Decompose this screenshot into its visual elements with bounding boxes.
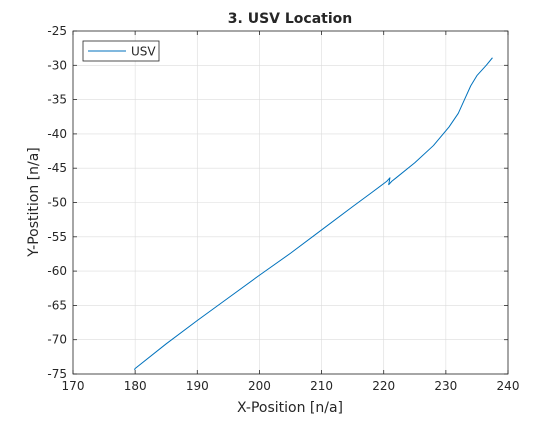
y-tick-label: -75 <box>47 367 67 381</box>
y-tick-label: -40 <box>47 127 67 141</box>
y-tick-label: -65 <box>47 298 67 312</box>
y-tick-label: -35 <box>47 93 67 107</box>
series-line-usv[interactable] <box>134 57 493 371</box>
chart-title: 3. USV Location <box>228 11 352 27</box>
x-axis-label: X-Position [n/a] <box>237 400 343 416</box>
x-tick-label: 180 <box>124 379 147 393</box>
x-tick-label: 210 <box>310 379 333 393</box>
x-tick-label: 200 <box>248 379 271 393</box>
series-layer <box>134 57 493 371</box>
x-tick-label: 220 <box>372 379 395 393</box>
y-axis-label: Y-Postition [n/a] <box>26 147 42 257</box>
axis-ticks: 170 180 190 200 210 220 230 240 -75 -70 -65 -60 -55 -… <box>47 24 519 393</box>
y-tick-label: -45 <box>47 161 67 175</box>
y-tick-label: -70 <box>47 333 67 347</box>
x-tick-label: 190 <box>186 379 209 393</box>
y-tick-label: -60 <box>47 264 67 278</box>
x-tick-label: 170 <box>62 379 85 393</box>
legend-label-usv: USV <box>131 45 156 59</box>
y-tick-label: -25 <box>47 24 67 38</box>
legend[interactable]: USV <box>82 40 160 62</box>
x-tick-label: 230 <box>434 379 457 393</box>
y-tick-label: -55 <box>47 230 67 244</box>
x-tick-label: 240 <box>497 379 520 393</box>
y-tick-label: -50 <box>47 196 67 210</box>
y-tick-label: -30 <box>47 58 67 72</box>
